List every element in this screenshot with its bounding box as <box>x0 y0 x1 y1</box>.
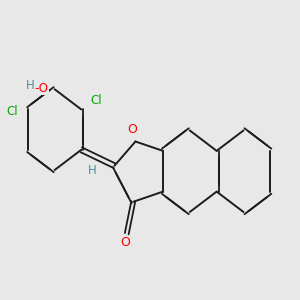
Text: Cl: Cl <box>90 94 102 107</box>
Text: H: H <box>88 164 96 177</box>
Text: O: O <box>127 123 137 136</box>
Text: -O: -O <box>34 82 48 94</box>
Text: O: O <box>120 236 130 250</box>
Text: H: H <box>26 79 35 92</box>
Text: H-O: H-O <box>26 81 48 94</box>
Text: Cl: Cl <box>6 105 18 118</box>
